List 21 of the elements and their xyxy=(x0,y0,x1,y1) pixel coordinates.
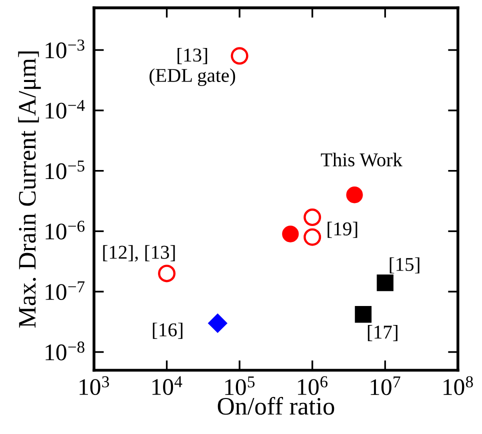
x-axis-title: On/off ratio xyxy=(218,396,334,415)
x-tick-label: 10$^{8}$ xyxy=(444,376,473,396)
x-tick-label: 10$^{6}$ xyxy=(298,376,328,396)
annotation: [19] xyxy=(328,222,358,238)
x-tick-label: 10$^{7}$ xyxy=(370,376,400,396)
annotation: This Work xyxy=(320,152,402,166)
y-tick-label: 10$^{−7}$ xyxy=(46,281,85,300)
annotation: [13] (EDL gate) xyxy=(150,48,236,86)
y-axis-title: Max. Drain Current [A/μm] xyxy=(18,52,41,328)
x-tick-label: 10$^{5}$ xyxy=(225,376,255,396)
annotation: [12], [13] xyxy=(103,245,175,262)
annotation: [15] xyxy=(390,257,420,274)
y-tick-label: 10$^{−8}$ xyxy=(46,342,84,360)
x-tick-label: 10$^{4}$ xyxy=(152,376,182,395)
y-tick-label: 10$^{−4}$ xyxy=(46,100,85,119)
y-tick-label: 10$^{−6}$ xyxy=(46,220,85,240)
annotation: [16] xyxy=(152,322,182,339)
y-tick-label: 10$^{−5}$ xyxy=(46,160,84,180)
annotation: [17] xyxy=(368,325,398,342)
y-tick-label: 10$^{−3}$ xyxy=(46,40,84,58)
x-tick-label: 10$^{3}$ xyxy=(80,376,109,396)
